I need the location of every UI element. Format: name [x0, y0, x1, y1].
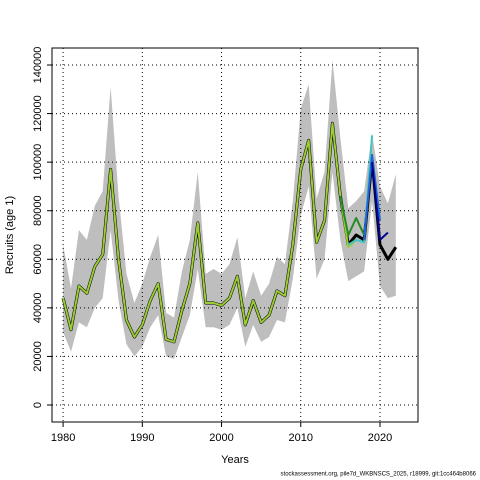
- confidence-band: [63, 60, 396, 359]
- series-line: [62, 122, 357, 343]
- x-tick-label: 1990: [130, 432, 154, 444]
- footer: stockassessment.org, pile7d_WKBNSCS_2025…: [281, 472, 477, 478]
- x-tick-label: 2010: [289, 432, 313, 444]
- y-tick-label: 140000: [32, 47, 44, 84]
- y-tick-label: 20000: [32, 341, 44, 372]
- plot-frame: [51, 47, 419, 423]
- series-line: [339, 195, 366, 236]
- y-tick-label: 0: [32, 402, 44, 408]
- x-tick-label: 1980: [51, 432, 75, 444]
- x-tick-label: 2020: [368, 432, 392, 444]
- y-tick-label: 120000: [32, 95, 44, 132]
- series-line: [363, 153, 381, 240]
- y-tick-label: 40000: [32, 293, 44, 324]
- y-tick-label: 80000: [32, 195, 44, 226]
- series-line: [371, 162, 389, 241]
- y-tick-label: 100000: [32, 144, 44, 181]
- x-tick-label: 2000: [209, 432, 233, 444]
- y-axis-label: Recruits (age 1): [4, 196, 16, 274]
- y-tick-label: 60000: [32, 244, 44, 275]
- x-axis-label: Years: [221, 454, 249, 466]
